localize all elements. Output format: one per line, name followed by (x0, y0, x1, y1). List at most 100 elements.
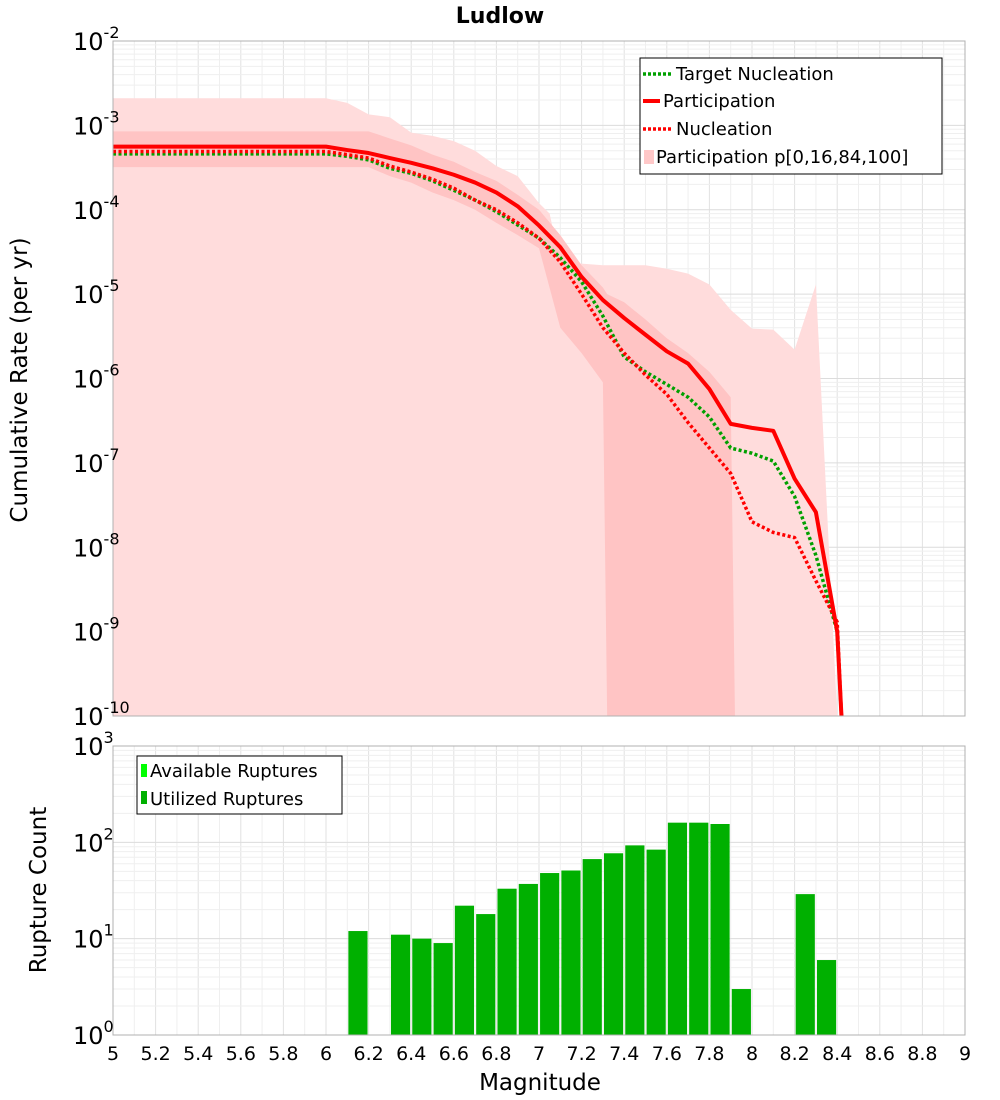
tick-base: 10 (73, 1022, 104, 1050)
bar (689, 822, 709, 1035)
x-tick-label: 6 (320, 1043, 332, 1065)
bar (561, 870, 581, 1035)
legend-label-participation: Participation (663, 91, 775, 112)
tick-base: 10 (73, 366, 104, 394)
x-tick-labels: 5 5.2 5.4 5.6 5.8 6 6.2 6.4 6.6 6.8 7 7.2 7.4 7.6 7.8 8… (107, 1043, 971, 1065)
legend-swatch-utilized-ruptures (141, 791, 147, 804)
top-y-tick-label: 10-4 (73, 192, 120, 225)
tick-base: 10 (73, 619, 104, 647)
legend-label-target-nucleation: Target Nucleation (675, 64, 834, 85)
tick-base: 10 (73, 926, 104, 954)
tick-base: 10 (73, 829, 104, 857)
x-tick-label: 7.8 (694, 1043, 724, 1065)
tick-base: 10 (73, 28, 104, 56)
tick-exponent: -3 (104, 107, 120, 126)
x-tick-label: 7.4 (609, 1043, 639, 1065)
bar (454, 905, 475, 1035)
x-tick-label: 8.6 (865, 1043, 895, 1065)
bar (390, 934, 411, 1035)
tick-exponent: -6 (104, 361, 120, 380)
x-axis-label: Magnitude (479, 1070, 601, 1096)
x-tick-label: 5.2 (140, 1043, 170, 1065)
x-tick-label: 8.4 (822, 1043, 852, 1065)
x-tick-label: 6.4 (396, 1043, 426, 1065)
top-y-axis-label: Cumulative Rate (per yr) (7, 237, 33, 522)
tick-base: 10 (73, 112, 104, 140)
tick-exponent: -2 (104, 23, 120, 42)
tick-exponent: -8 (104, 529, 120, 548)
bottom-y-axis-label: Rupture Count (26, 807, 52, 973)
legend-swatch-available-ruptures (141, 764, 147, 777)
bar (476, 914, 496, 1035)
rupture-count-bars (348, 822, 837, 1035)
top-y-tick-label: 10-2 (73, 23, 120, 56)
tick-exponent: 3 (104, 728, 114, 747)
bar (518, 883, 538, 1035)
top-y-tick-label: 10-8 (73, 529, 120, 562)
bar (731, 989, 751, 1035)
top-y-tick-label: 10-6 (73, 361, 120, 394)
top-y-tick-label: 10-9 (73, 614, 120, 647)
bar (433, 943, 453, 1035)
top-plot-frame (112, 40, 966, 717)
top-legend-box (639, 57, 943, 175)
top-y-tick-label: 10-3 (73, 107, 120, 140)
bar (816, 960, 837, 1035)
x-tick-label: 9 (959, 1043, 971, 1065)
tick-exponent: -4 (104, 192, 120, 211)
x-tick-label: 8 (746, 1043, 758, 1065)
tick-exponent: -10 (104, 698, 130, 717)
x-tick-label: 5.4 (183, 1043, 213, 1065)
tick-exponent: -5 (104, 276, 120, 295)
chart-title: Ludlow (456, 4, 544, 29)
bottom-y-tick-label: 100 (73, 1017, 114, 1050)
bar (497, 888, 517, 1035)
bottom-legend-box (136, 755, 343, 815)
bottom-legend: Available Ruptures Utilized Ruptures (136, 755, 343, 815)
bar (795, 894, 815, 1035)
bar (710, 823, 730, 1035)
legend-label-nucleation: Nucleation (676, 119, 772, 140)
x-tick-label: 6.8 (481, 1043, 511, 1065)
bar (646, 849, 666, 1035)
x-tick-label: 7 (533, 1043, 545, 1065)
series-line-nucleation (113, 149, 844, 716)
bar (603, 853, 624, 1035)
x-tick-label: 5.8 (268, 1043, 298, 1065)
bar (582, 859, 602, 1035)
tick-base: 10 (73, 197, 104, 225)
bottom-y-tick-label: 101 (73, 921, 114, 954)
legend-swatch-participation-bands (644, 150, 654, 164)
x-tick-label: 6.2 (353, 1043, 383, 1065)
tick-exponent: 1 (104, 921, 114, 940)
x-tick-label: 8.2 (779, 1043, 809, 1065)
tick-base: 10 (73, 703, 104, 731)
bar (667, 822, 688, 1035)
bar (412, 938, 432, 1035)
series-line-target-nucleation (113, 152, 844, 716)
bar (625, 845, 645, 1035)
legend-label-participation-bands: Participation p[0,16,84,100] (656, 147, 908, 168)
bottom-plot-frame (112, 745, 966, 1036)
tick-base: 10 (73, 733, 104, 761)
rate-curves (113, 144, 844, 716)
bottom-y-tick-label: 102 (73, 824, 114, 857)
series-line-participation (113, 144, 844, 716)
tick-exponent: -9 (104, 614, 120, 633)
tick-exponent: 0 (104, 1017, 114, 1036)
x-tick-label: 7.6 (652, 1043, 682, 1065)
bottom-y-tick-label: 103 (73, 728, 114, 761)
tick-base: 10 (73, 534, 104, 562)
top-y-tick-label: 10-5 (73, 276, 120, 309)
bar (540, 873, 560, 1035)
tick-exponent: 2 (104, 824, 114, 843)
legend-label-available-ruptures: Available Ruptures (150, 761, 318, 782)
x-tick-label: 6.6 (439, 1043, 469, 1065)
x-tick-label: 5 (107, 1043, 119, 1065)
tick-exponent: -7 (104, 445, 120, 464)
legend-label-utilized-ruptures: Utilized Ruptures (150, 789, 303, 810)
tick-base: 10 (73, 450, 104, 478)
top-y-tick-label: 10-10 (73, 698, 130, 731)
